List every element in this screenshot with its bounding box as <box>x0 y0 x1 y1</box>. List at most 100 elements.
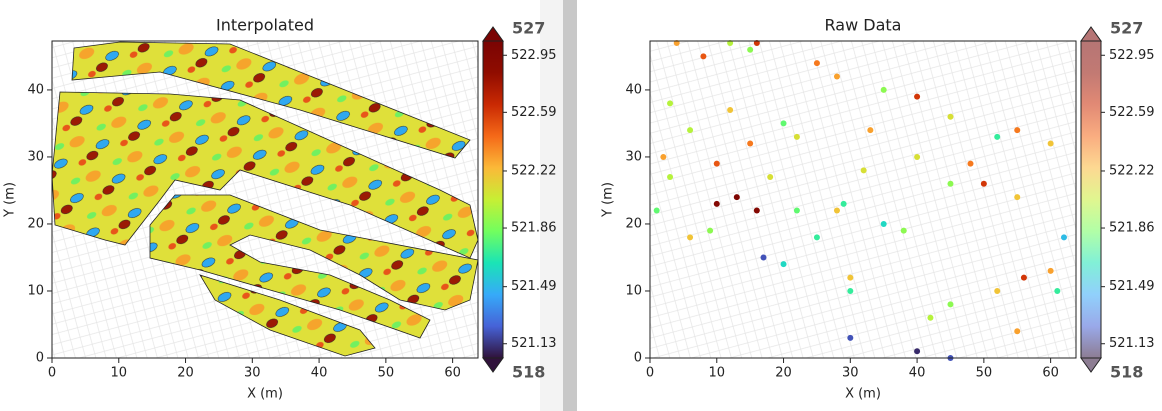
point <box>1047 140 1054 147</box>
surface-patch <box>149 194 479 339</box>
x-tick-label: 60 <box>1042 366 1059 381</box>
surface-patch <box>51 91 479 259</box>
colorbar-tick-label: 521.49 <box>1109 279 1155 294</box>
point <box>994 287 1001 294</box>
point <box>747 140 754 147</box>
point <box>780 261 787 268</box>
colorbar-extend-top <box>482 26 504 42</box>
y-tick-label: 40 <box>27 82 44 97</box>
point <box>793 133 800 140</box>
colorbar-tick-label: 521.13 <box>511 336 557 351</box>
point <box>860 167 867 174</box>
splitter[interactable] <box>563 0 577 411</box>
point <box>793 207 800 214</box>
point <box>673 40 680 47</box>
x-tick-label: 30 <box>244 366 261 381</box>
x-tick-label: 50 <box>378 366 395 381</box>
point <box>840 200 847 207</box>
point <box>914 93 921 100</box>
point <box>1014 127 1021 134</box>
colorbar-max-label: 527 <box>1110 19 1143 38</box>
point <box>867 127 874 134</box>
point <box>700 53 707 60</box>
surface-patch <box>71 41 471 159</box>
x-tick-label: 0 <box>48 366 56 381</box>
y-tick-label: 10 <box>625 283 642 298</box>
colorbar-tick-label: 521.86 <box>1109 221 1155 236</box>
point <box>927 314 934 321</box>
point <box>1054 287 1061 294</box>
colorbar-tick-label: 522.95 <box>511 48 557 63</box>
point <box>707 227 714 234</box>
point <box>994 133 1001 140</box>
colorbar <box>1080 40 1102 359</box>
x-tick-label: 40 <box>909 366 926 381</box>
point <box>880 86 887 93</box>
point <box>813 60 820 67</box>
point <box>713 200 720 207</box>
y-tick-label: 0 <box>36 351 44 366</box>
point <box>767 174 774 181</box>
point <box>727 40 734 47</box>
colorbar-max-label: 527 <box>512 19 545 38</box>
point <box>847 334 854 341</box>
point <box>847 287 854 294</box>
point <box>980 180 987 187</box>
colorbar-tick-label: 521.86 <box>511 221 557 236</box>
x-axis-label: X (m) <box>247 387 283 402</box>
point <box>813 234 820 241</box>
point <box>687 127 694 134</box>
colorbar-tick-label: 522.22 <box>511 163 557 178</box>
splitter-shadow <box>540 0 563 411</box>
point <box>667 100 674 107</box>
x-tick-label: 20 <box>775 366 792 381</box>
point <box>947 180 954 187</box>
point <box>1014 328 1021 335</box>
colorbar-tick-label: 522.59 <box>511 105 557 120</box>
point <box>833 207 840 214</box>
y-tick-label: 30 <box>625 149 642 164</box>
chart-title: Raw Data <box>825 16 902 35</box>
point <box>947 301 954 308</box>
colorbar-tick-label: 521.49 <box>511 279 557 294</box>
point <box>653 207 660 214</box>
point <box>967 160 974 167</box>
point <box>660 153 667 160</box>
surface-patch <box>199 274 376 357</box>
point <box>1014 194 1021 201</box>
point <box>733 194 740 201</box>
y-tick-label: 30 <box>27 149 44 164</box>
x-tick-label: 10 <box>708 366 725 381</box>
colorbar-tick-label: 522.59 <box>1109 105 1155 120</box>
interpolated-surface <box>51 41 479 357</box>
colorbar-min-label: 518 <box>1110 363 1143 382</box>
x-tick-label: 30 <box>842 366 859 381</box>
point <box>687 234 694 241</box>
colorbar-min-label: 518 <box>512 363 545 382</box>
x-axis-label: X (m) <box>845 387 881 402</box>
point <box>753 207 760 214</box>
point <box>727 107 734 114</box>
point <box>1047 267 1054 274</box>
y-tick-label: 20 <box>625 216 642 231</box>
x-tick-label: 50 <box>976 366 993 381</box>
point <box>753 40 760 47</box>
point <box>1060 234 1067 241</box>
point <box>780 120 787 127</box>
x-tick-label: 40 <box>311 366 328 381</box>
point <box>847 274 854 281</box>
point <box>947 113 954 120</box>
axes-background <box>650 41 1076 358</box>
axes-frame <box>649 40 1077 359</box>
colorbar-tick-label: 521.13 <box>1109 336 1155 351</box>
y-axis-label: Y (m) <box>3 182 18 218</box>
point <box>1020 274 1027 281</box>
colorbar-extend-bottom <box>1080 357 1102 373</box>
point <box>900 227 907 234</box>
point <box>760 254 767 261</box>
point <box>713 160 720 167</box>
colorbar-tick-label: 522.95 <box>1109 48 1155 63</box>
axes-frame <box>51 40 479 359</box>
x-tick-label: 0 <box>646 366 654 381</box>
